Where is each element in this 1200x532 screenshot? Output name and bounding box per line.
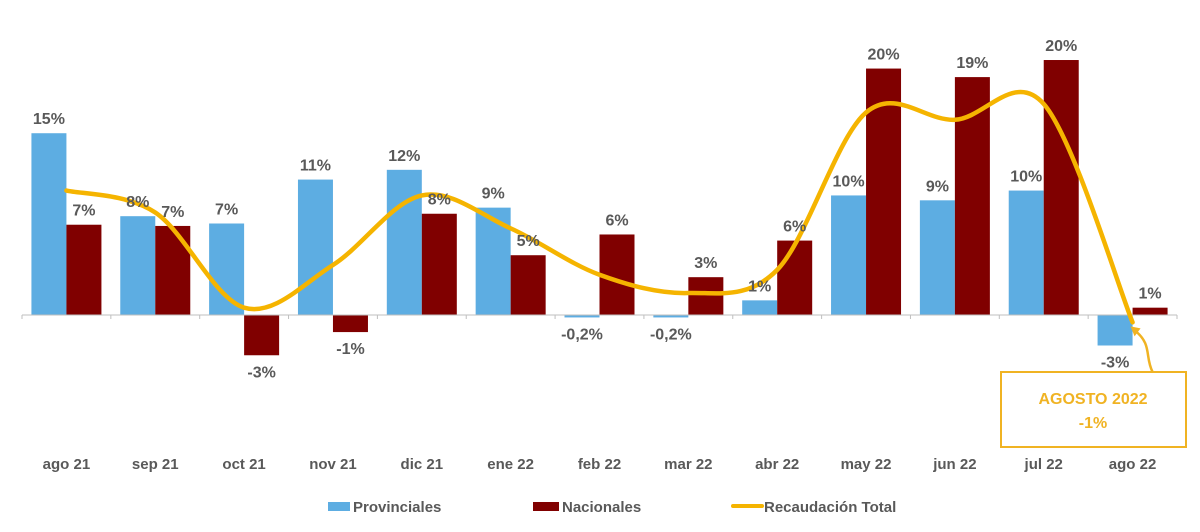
data-label-nacionales-ago-22: 1% — [1139, 286, 1162, 303]
legend-swatch-nacionales — [533, 502, 559, 511]
line-recaudacion-total — [64, 89, 1135, 325]
data-label-provinciales-feb-22: -0,2% — [561, 326, 603, 343]
bar-provinciales-may-22 — [831, 195, 867, 315]
data-label-provinciales-abr-22: 1% — [748, 278, 771, 295]
data-label-nacionales-oct-21: -3% — [247, 364, 275, 381]
x-tick-label-ago-22: ago 22 — [1109, 456, 1157, 473]
data-label-provinciales-oct-21: 7% — [215, 202, 238, 219]
bar-provinciales-jul-22 — [1008, 190, 1044, 315]
legend-item-provinciales[interactable]: Provinciales — [328, 499, 441, 516]
data-label-provinciales-sep-21: 8% — [126, 194, 149, 211]
legend-label-recaudacion-total: Recaudación Total — [764, 499, 896, 516]
data-label-nacionales-ago-21: 7% — [72, 203, 95, 220]
legend-label-nacionales: Nacionales — [562, 499, 641, 516]
data-label-nacionales-jul-22: 20% — [1045, 38, 1077, 55]
bar-nacionales-nov-21 — [332, 315, 368, 333]
bar-provinciales-nov-21 — [297, 179, 333, 315]
data-label-provinciales-dic-21: 12% — [388, 148, 420, 165]
data-label-nacionales-may-22: 20% — [868, 47, 900, 64]
bar-provinciales-abr-22 — [742, 300, 778, 315]
bar-nacionales-abr-22 — [777, 240, 813, 315]
bar-provinciales-mar-22 — [653, 315, 689, 318]
bar-nacionales-ene-22 — [510, 255, 546, 315]
x-tick-label-abr-22: abr 22 — [755, 456, 799, 473]
bar-provinciales-ago-21 — [31, 133, 67, 315]
legend-item-recaudacion-total[interactable]: Recaudación Total — [731, 499, 896, 516]
bar-nacionales-jul-22 — [1043, 60, 1079, 315]
bar-nacionales-dic-21 — [421, 213, 457, 315]
data-label-nacionales-jun-22: 19% — [956, 55, 988, 72]
data-label-nacionales-feb-22: 6% — [605, 212, 628, 229]
bar-nacionales-sep-21 — [155, 225, 191, 315]
data-label-provinciales-jul-22: 10% — [1010, 169, 1042, 186]
bar-provinciales-dic-21 — [386, 169, 422, 315]
annotation-value: -1% — [1079, 415, 1107, 432]
legend: Provinciales Nacionales Recaudación Tota… — [328, 499, 896, 516]
x-tick-label-oct-21: oct 21 — [222, 456, 265, 473]
bar-nacionales-ago-21 — [66, 224, 102, 315]
data-label-nacionales-ene-22: 5% — [517, 233, 540, 250]
data-label-provinciales-jun-22: 9% — [926, 178, 949, 195]
bar-nacionales-mar-22 — [688, 277, 724, 315]
bar-nacionales-ago-22 — [1132, 307, 1168, 315]
bars-layer — [31, 60, 1168, 356]
data-label-nacionales-mar-22: 3% — [694, 255, 717, 272]
data-label-provinciales-may-22: 10% — [833, 173, 865, 190]
data-label-provinciales-mar-22: -0,2% — [650, 326, 692, 343]
x-tick-label-sep-21: sep 21 — [132, 456, 179, 473]
total-line-layer — [64, 89, 1135, 325]
x-tick-label-jun-22: jun 22 — [932, 456, 976, 473]
x-tick-label-mar-22: mar 22 — [664, 456, 712, 473]
data-label-nacionales-sep-21: 7% — [161, 204, 184, 221]
legend-item-nacionales[interactable]: Nacionales — [533, 499, 641, 516]
annotation-title: AGOSTO 2022 — [1038, 391, 1147, 408]
x-tick-label-nov-21: nov 21 — [309, 456, 357, 473]
annotation-box — [1000, 371, 1187, 448]
bar-provinciales-oct-21 — [209, 223, 245, 315]
x-tick-labels: ago 21 sep 21 oct 21 nov 21 dic 21 ene 22 feb … — [43, 456, 1157, 473]
data-label-nacionales-abr-22: 6% — [783, 219, 806, 236]
bar-provinciales-ago-22 — [1097, 315, 1133, 346]
legend-label-provinciales: Provinciales — [353, 499, 441, 516]
bar-provinciales-feb-22 — [564, 315, 600, 318]
data-label-provinciales-ene-22: 9% — [482, 186, 505, 203]
bar-nacionales-oct-21 — [244, 315, 280, 356]
annotation-arrow — [1133, 329, 1154, 373]
data-labels-layer: 15% 7% 8% 7% 7% -3% 11% -1% 12% 8% 9% 5% -0,2% 6% -0,2… — [33, 38, 1162, 381]
data-label-provinciales-nov-21: 11% — [300, 158, 331, 175]
annotation-arrowhead — [1130, 326, 1141, 337]
data-label-provinciales-ago-21: 15% — [33, 111, 65, 128]
x-axis — [21, 314, 1178, 319]
x-tick-label-ago-21: ago 21 — [43, 456, 91, 473]
bar-provinciales-jun-22 — [919, 200, 955, 315]
data-label-nacionales-nov-21: -1% — [336, 341, 364, 358]
annotation: AGOSTO 2022 -1% — [1000, 326, 1187, 448]
bar-provinciales-sep-21 — [120, 216, 156, 315]
data-label-provinciales-ago-22: -3% — [1101, 355, 1129, 372]
data-label-nacionales-dic-21: 8% — [428, 192, 451, 209]
x-tick-label-feb-22: feb 22 — [578, 456, 621, 473]
x-tick-label-ene-22: ene 22 — [487, 456, 534, 473]
x-tick-label-dic-21: dic 21 — [401, 456, 444, 473]
x-tick-label-jul-22: jul 22 — [1024, 456, 1063, 473]
x-tick-label-may-22: may 22 — [841, 456, 892, 473]
legend-swatch-provinciales — [328, 502, 350, 511]
